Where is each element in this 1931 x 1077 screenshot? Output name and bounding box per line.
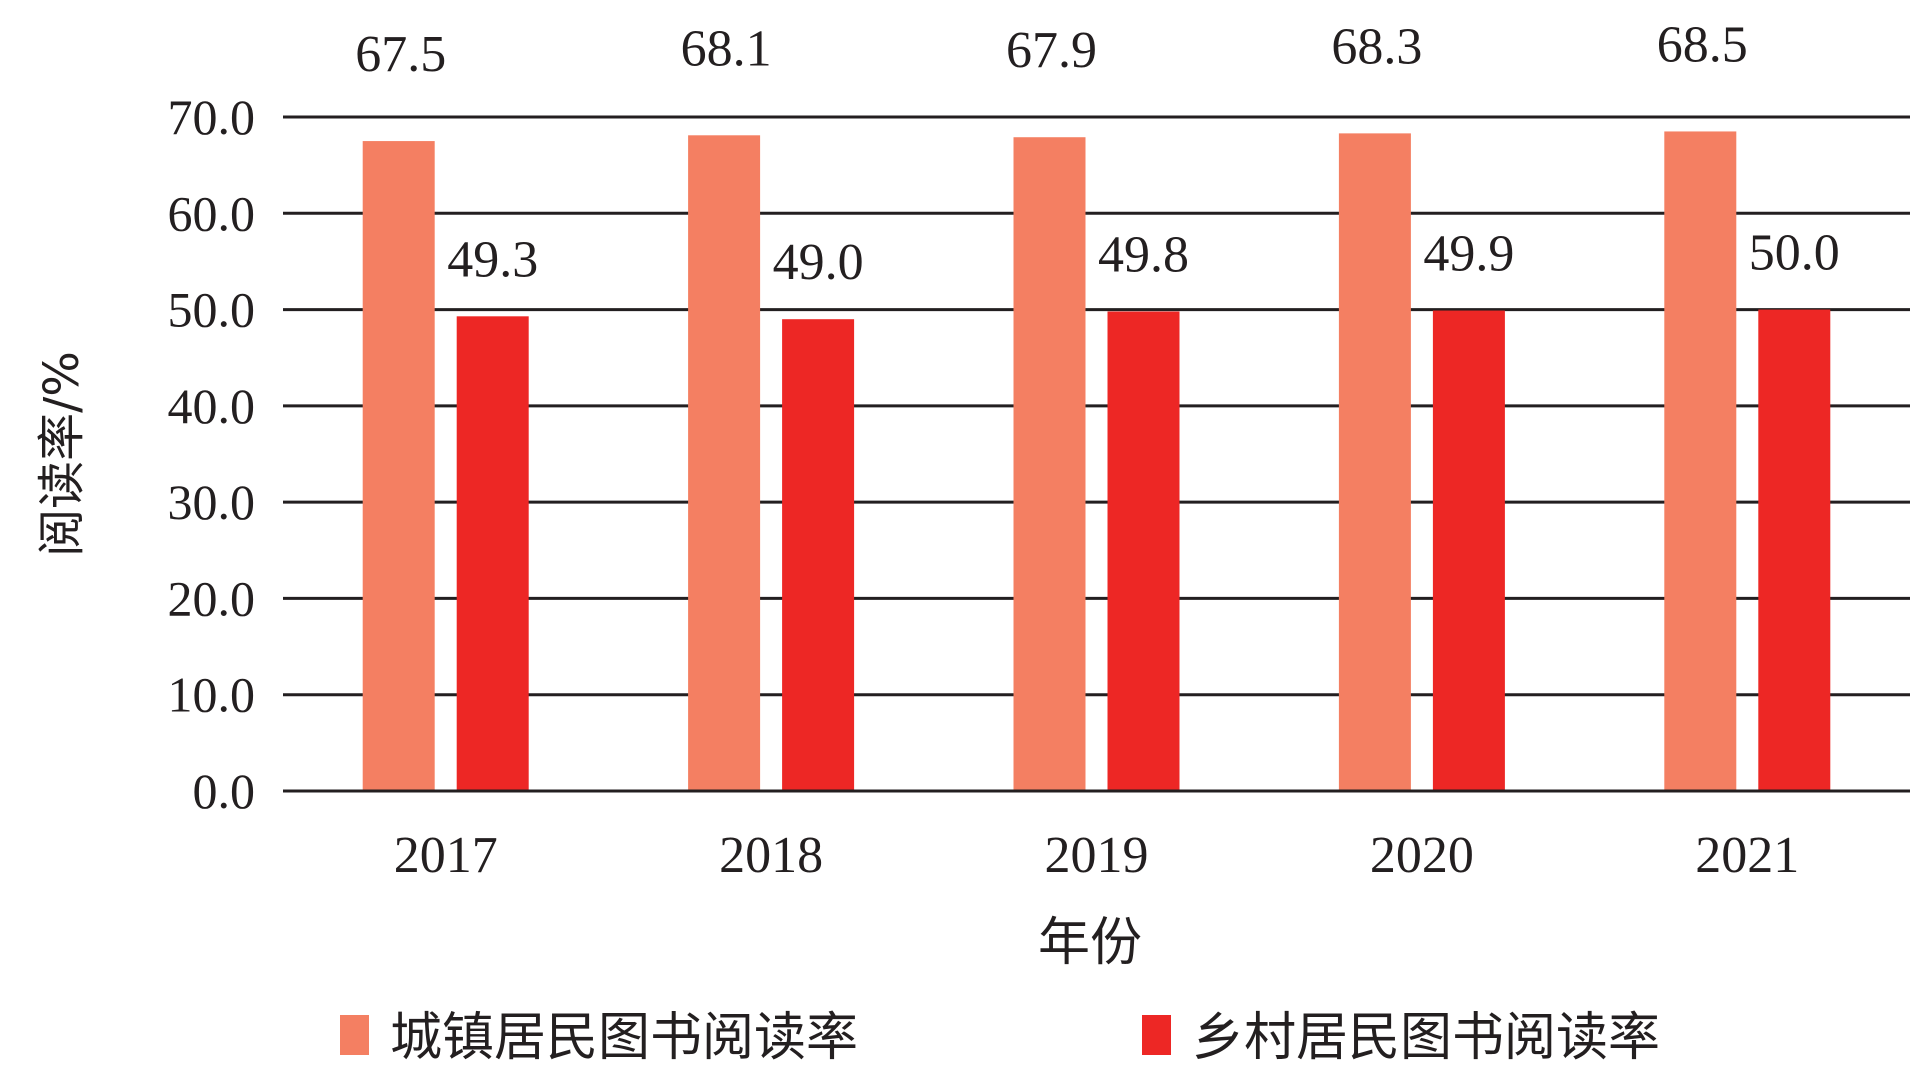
bar-rural-2018 [782,319,855,791]
bar-urban-2017 [362,141,435,792]
x-tick-label: 2017 [394,827,498,884]
data-label-rural-2020: 49.9 [1423,226,1514,283]
data-labels: 67.5 49.3 68.1 49.0 67.9 49.8 68.3 49.9 68.5 50.0 [355,16,1840,291]
bar-urban-2019 [1013,137,1086,792]
legend-swatch-rural [1142,1015,1171,1055]
data-label-urban-2021: 68.5 [1657,16,1748,73]
bar-urban-2021 [1664,131,1737,791]
y-axis-ticks: 0.0 10.0 20.0 30.0 40.0 50.0 60.0 70.0 [168,89,256,819]
y-tick-label: 10.0 [168,667,256,723]
data-label-rural-2019: 49.8 [1098,226,1189,283]
x-tick-label: 2019 [1045,827,1149,884]
legend-swatch-urban [340,1015,369,1055]
bar-rural-2021 [1758,309,1831,791]
data-label-urban-2019: 67.9 [1006,22,1097,79]
bars [283,131,1910,793]
y-tick-label: 0.0 [193,763,256,819]
bar-rural-2017 [456,316,529,791]
x-tick-label: 2020 [1370,827,1474,884]
y-tick-label: 70.0 [168,89,256,145]
data-label-rural-2021: 50.0 [1749,225,1840,282]
legend: 城镇居民图书阅读率 乡村居民图书阅读率 [340,1008,1660,1068]
x-axis-ticks: 2017 2018 2019 2020 2021 [394,827,1800,884]
bar-rural-2020 [1432,310,1505,791]
data-label-urban-2020: 68.3 [1331,18,1422,75]
x-axis-title: 年份 [1038,913,1142,973]
x-tick-label: 2021 [1695,827,1799,884]
bar-urban-2020 [1338,133,1411,791]
legend-label-rural: 乡村居民图书阅读率 [1192,1008,1660,1068]
bar-rural-2019 [1107,311,1180,791]
x-tick-label: 2018 [719,827,823,884]
gridlines [283,115,1910,793]
legend-label-urban: 城镇居民图书阅读率 [390,1008,858,1068]
data-label-urban-2017: 67.5 [355,26,446,83]
y-tick-label: 50.0 [168,282,256,338]
bar-urban-2018 [688,135,761,791]
data-label-rural-2017: 49.3 [447,231,538,288]
data-label-urban-2018: 68.1 [681,20,772,77]
y-tick-label: 60.0 [168,185,256,241]
y-tick-label: 30.0 [168,474,256,530]
y-axis-title: 阅读率/% [34,351,90,557]
y-tick-label: 20.0 [168,570,256,626]
y-tick-label: 40.0 [168,378,256,434]
data-label-rural-2018: 49.0 [773,234,864,291]
